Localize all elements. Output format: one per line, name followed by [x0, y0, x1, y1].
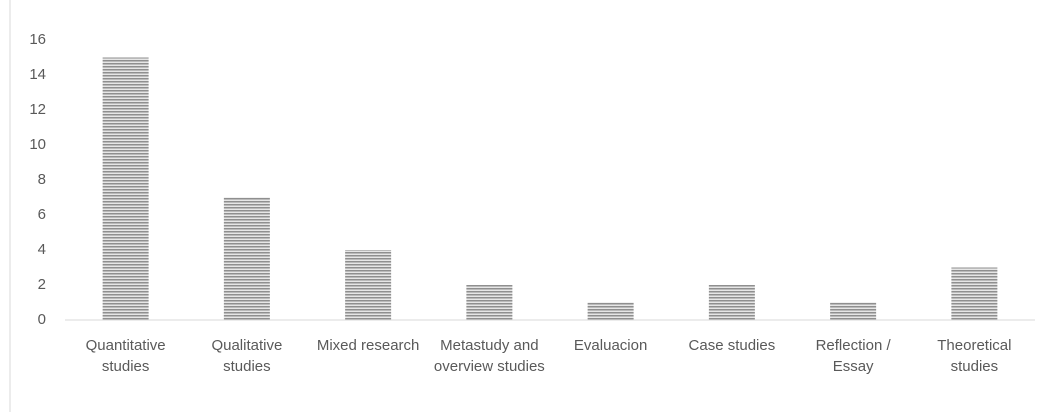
y-tick-label: 6 [38, 206, 46, 223]
bar [587, 302, 634, 320]
y-tick-label: 8 [38, 171, 46, 188]
x-tick-label: Quantitative studies [85, 337, 166, 375]
x-tick-label: Qualitative studies [211, 337, 283, 375]
x-tick-label: Case studies [688, 337, 776, 354]
y-tick-label: 14 [29, 66, 46, 83]
y-tick-label: 16 [29, 31, 46, 48]
bar [830, 302, 877, 320]
bar [345, 250, 392, 320]
x-tick-label: Theoretical studies [937, 337, 1012, 375]
x-tick-label: Reflection / Essay [815, 337, 891, 375]
y-tick-label: 0 [38, 311, 46, 328]
y-tick-label: 4 [38, 241, 46, 258]
bar [102, 57, 149, 320]
bar [223, 197, 270, 320]
bar [951, 267, 998, 320]
y-tick-label: 12 [29, 101, 46, 118]
bar [466, 285, 513, 320]
x-tick-label: Evaluacion [573, 337, 648, 354]
bar [708, 285, 755, 320]
y-tick-label: 10 [29, 136, 46, 153]
x-tick-label: Mixed research [316, 337, 420, 354]
y-tick-label: 2 [38, 276, 46, 293]
x-tick-label: Metastudy and overview studies [433, 337, 545, 375]
